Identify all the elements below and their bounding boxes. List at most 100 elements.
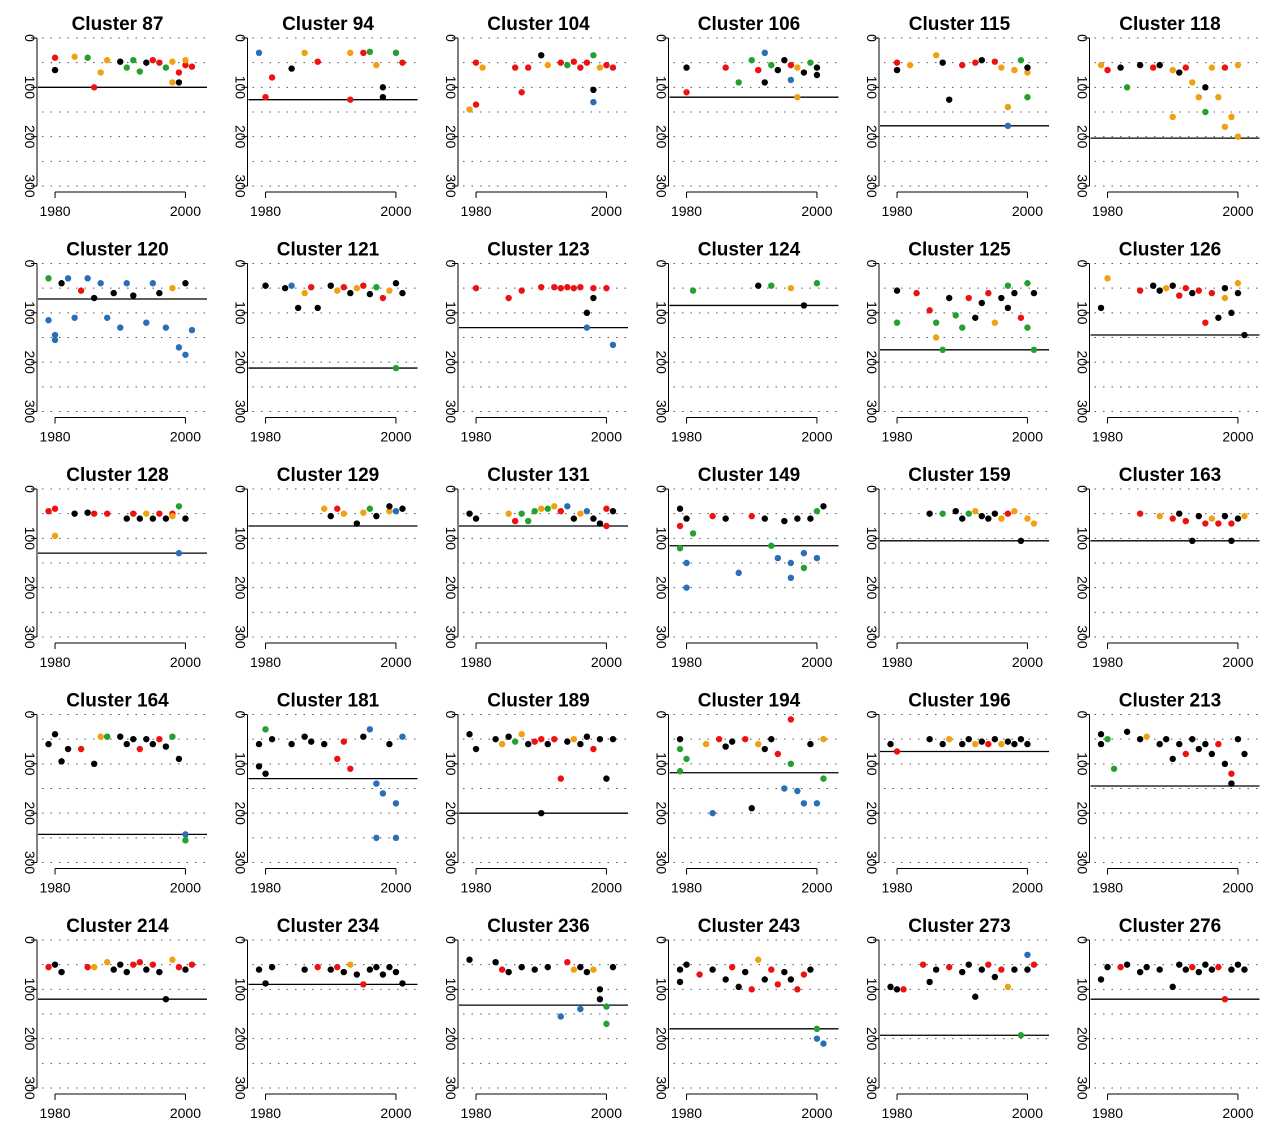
data-point [813,1035,821,1042]
data-point [136,68,143,75]
y-tick-label: 200 [654,125,670,149]
panel-title: Cluster 124 [698,240,801,261]
data-point [379,84,387,91]
data-point [683,515,690,522]
data-point [946,96,953,103]
data-point [182,351,189,358]
data-point [360,733,367,740]
data-point [466,731,473,738]
data-point [583,324,591,331]
x-tick-label: 2000 [1012,654,1043,670]
data-point [117,324,124,331]
data-point [939,59,946,66]
data-point [1136,287,1144,294]
data-point [609,64,617,71]
panel-title: Cluster 163 [1119,465,1221,486]
data-point [761,515,768,522]
y-tick-label: 100 [654,76,670,100]
data-point [379,790,387,797]
data-point [188,326,196,334]
data-point [787,976,795,983]
data-point [347,289,354,297]
data-point [90,760,98,768]
data-point [472,284,480,292]
data-point [321,505,328,512]
data-point [130,735,137,743]
x-tick-label: 1980 [881,1105,912,1121]
y-tick-label: 300 [864,400,880,424]
data-point [123,968,130,976]
data-point [998,294,1005,302]
data-point [334,505,341,512]
y-tick-label: 200 [443,350,459,374]
data-point [991,319,999,326]
data-point [169,733,176,740]
data-point [676,545,684,552]
data-point [978,738,985,745]
panel-title: Cluster 164 [66,691,169,712]
y-tick-label: 100 [864,527,880,551]
data-point [51,731,59,738]
y-tick-label: 200 [22,801,38,825]
data-point [709,512,716,520]
x-tick-label: 1980 [460,1105,491,1121]
data-point [781,57,788,64]
y-tick-label: 0 [864,711,880,719]
data-point [58,758,65,765]
y-tick-label: 0 [1075,260,1091,268]
x-tick-label: 2000 [801,1105,832,1121]
data-point [583,733,591,740]
data-point [676,522,684,530]
data-point [281,284,289,292]
data-point [90,84,98,91]
data-point [1097,731,1105,738]
y-tick-label: 300 [22,174,38,198]
data-point [1024,324,1031,331]
data-point [728,963,736,971]
data-point [288,282,295,289]
data-point [182,831,189,838]
data-point [294,304,302,312]
data-point [1221,64,1229,71]
panel-title: Cluster 104 [487,14,590,35]
data-point [676,745,684,753]
data-point [965,294,972,302]
data-point [1221,760,1229,768]
data-point [1123,728,1131,735]
data-point [51,505,59,512]
y-tick-label: 300 [864,625,880,649]
data-point [77,745,85,753]
data-point [800,800,808,807]
data-point [110,289,117,297]
data-point [162,324,170,331]
y-tick-label: 200 [443,576,459,600]
data-point [479,64,486,71]
data-point [130,961,137,968]
x-tick-label: 2000 [170,203,201,219]
panel-title: Cluster 236 [487,916,589,937]
data-point [742,735,749,743]
data-point [255,966,263,973]
y-tick-label: 0 [864,260,880,268]
y-tick-label: 300 [22,400,38,424]
data-point [360,981,367,988]
data-point [1097,976,1105,983]
y-tick-label: 100 [654,527,670,551]
data-point [188,961,196,968]
data-point [511,64,519,71]
data-point [162,996,170,1003]
data-point [117,733,124,740]
data-point [1208,750,1216,758]
data-point [45,317,52,324]
data-point [321,740,328,748]
data-point [887,740,894,748]
data-point [1228,966,1235,973]
data-point [800,564,808,572]
data-point [551,735,558,743]
data-point [761,976,768,983]
data-point [379,294,387,302]
data-point [781,517,788,525]
